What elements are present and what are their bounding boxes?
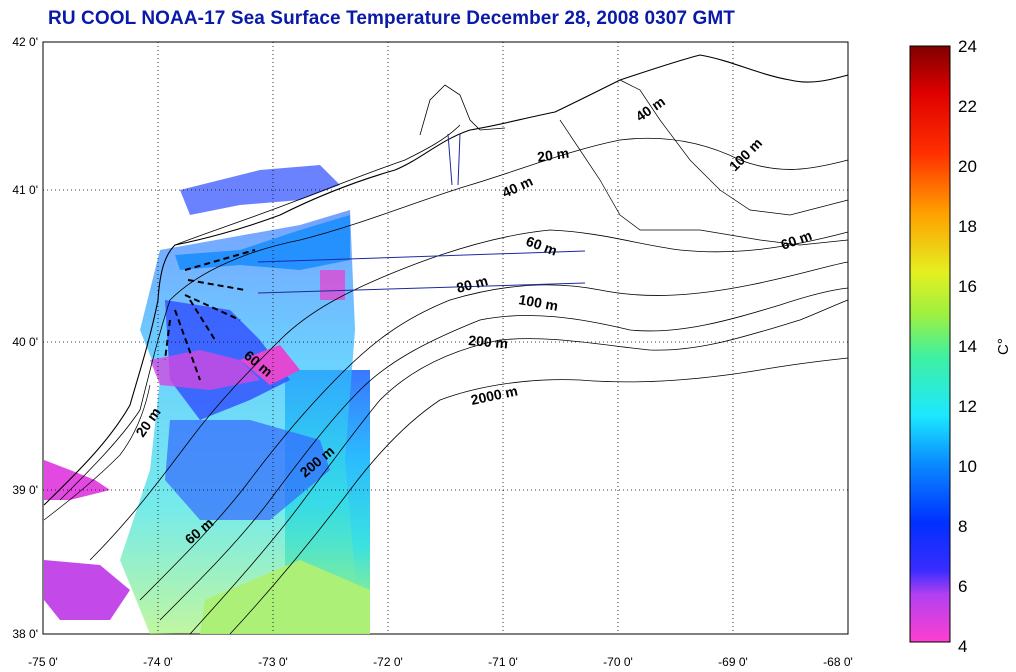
isobaths [43, 137, 849, 635]
transect-line-4 [457, 133, 461, 186]
colorbar-scale [909, 45, 951, 643]
y-axis: 42 0' 41 0' 40 0' 39 0' 38 0' [12, 35, 38, 641]
colorbar-tick-label: 6 [958, 577, 967, 596]
x-tick-label: -71 0' [488, 655, 518, 669]
transect-lines [257, 133, 586, 294]
x-tick-label: -72 0' [373, 655, 403, 669]
colorbar-tick-label: 12 [958, 397, 977, 416]
colorbar-tick-label: 20 [958, 157, 977, 176]
colorbar-tick-label: 14 [958, 337, 977, 356]
transect-line-3 [447, 133, 453, 186]
isobath-label-20m: 20 m [536, 145, 570, 165]
map-title: RU COOL NOAA-17 Sea Surface Temperature … [48, 8, 736, 29]
colorbar-tick-label: 10 [958, 457, 977, 476]
isobath-label-200m: 200 m [468, 332, 509, 351]
colorbar-tick-label: 8 [958, 517, 967, 536]
x-axis: -75 0' -74 0' -73 0' -72 0' -71 0' -70 0… [28, 655, 853, 669]
y-tick-label: 38 0' [12, 627, 38, 641]
coastline [43, 54, 849, 506]
sst-patch-nj-south [165, 420, 330, 520]
glider-tracks [164, 249, 256, 381]
sst-patch-coastal-4 [240, 345, 300, 385]
isobath-label-80m: 80 m [455, 272, 490, 296]
colorbar-tick-label: 24 [958, 37, 977, 56]
x-tick-label: -73 0' [258, 655, 288, 669]
grid [43, 42, 848, 634]
x-tick-label: -70 0' [603, 655, 633, 669]
x-tick-label: -68 0' [823, 655, 853, 669]
transect-line-1 [257, 250, 586, 263]
sst-patch-coastal-1 [44, 460, 110, 500]
sst-patch-warm [200, 560, 370, 634]
colorbar: 24 22 20 18 16 14 12 10 8 6 4 C° [909, 37, 1012, 656]
y-tick-label: 41 0' [12, 183, 38, 197]
sst-patch-coastal-2 [44, 560, 130, 620]
colorbar-tick-label: 18 [958, 217, 977, 236]
sst-patch-nyb [175, 215, 350, 270]
sst-patch-coastal-5 [320, 270, 345, 300]
colorbar-tick-label: 22 [958, 97, 977, 116]
sst-patch-coastal-3 [150, 350, 260, 390]
sst-data-layer [44, 165, 370, 634]
transect-line-2 [257, 282, 586, 294]
colorbar-ticks: 24 22 20 18 16 14 12 10 8 6 4 [958, 37, 977, 656]
colorbar-tick-label: 4 [958, 637, 967, 656]
colorbar-unit-label: C° [995, 338, 1012, 355]
colorbar-tick-label: 16 [958, 277, 977, 296]
x-tick-label: -75 0' [28, 655, 58, 669]
y-tick-label: 40 0' [12, 335, 38, 349]
x-tick-label: -69 0' [718, 655, 748, 669]
isobath-label-100m: 100 m [517, 291, 559, 314]
x-tick-label: -74 0' [143, 655, 173, 669]
y-tick-label: 39 0' [12, 483, 38, 497]
y-tick-label: 42 0' [12, 35, 38, 49]
